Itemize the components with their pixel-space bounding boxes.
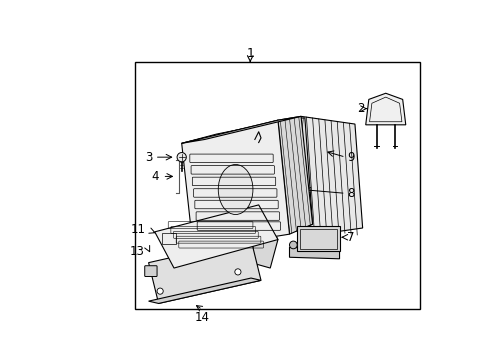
Text: 9: 9 — [346, 150, 354, 164]
Text: 14: 14 — [195, 311, 209, 324]
Text: 7: 7 — [346, 231, 354, 244]
Circle shape — [177, 153, 186, 162]
Text: 2: 2 — [356, 102, 364, 115]
Polygon shape — [293, 116, 362, 236]
Bar — [135, 62, 420, 309]
Text: 10: 10 — [213, 179, 227, 192]
Polygon shape — [250, 205, 277, 268]
Polygon shape — [182, 120, 289, 249]
Text: 4: 4 — [152, 170, 159, 183]
Circle shape — [157, 288, 163, 294]
Bar — [162, 233, 176, 244]
Polygon shape — [281, 118, 312, 232]
Bar — [299, 229, 337, 249]
Text: 13: 13 — [130, 244, 144, 258]
Polygon shape — [148, 239, 261, 303]
Polygon shape — [365, 93, 405, 125]
Text: 6: 6 — [220, 166, 227, 179]
Circle shape — [234, 269, 241, 275]
Circle shape — [289, 241, 297, 249]
Ellipse shape — [218, 165, 252, 215]
Text: 12: 12 — [219, 273, 233, 285]
Text: 11: 11 — [130, 223, 145, 236]
Text: 5: 5 — [220, 154, 227, 167]
Bar — [297, 226, 339, 251]
Polygon shape — [182, 116, 301, 143]
Polygon shape — [277, 116, 312, 234]
Polygon shape — [148, 278, 261, 303]
Polygon shape — [272, 120, 299, 230]
Text: 3: 3 — [145, 150, 152, 164]
Text: 8: 8 — [346, 187, 354, 200]
Polygon shape — [154, 205, 277, 268]
FancyBboxPatch shape — [144, 266, 157, 276]
Polygon shape — [289, 247, 339, 259]
Text: 1: 1 — [246, 48, 254, 60]
